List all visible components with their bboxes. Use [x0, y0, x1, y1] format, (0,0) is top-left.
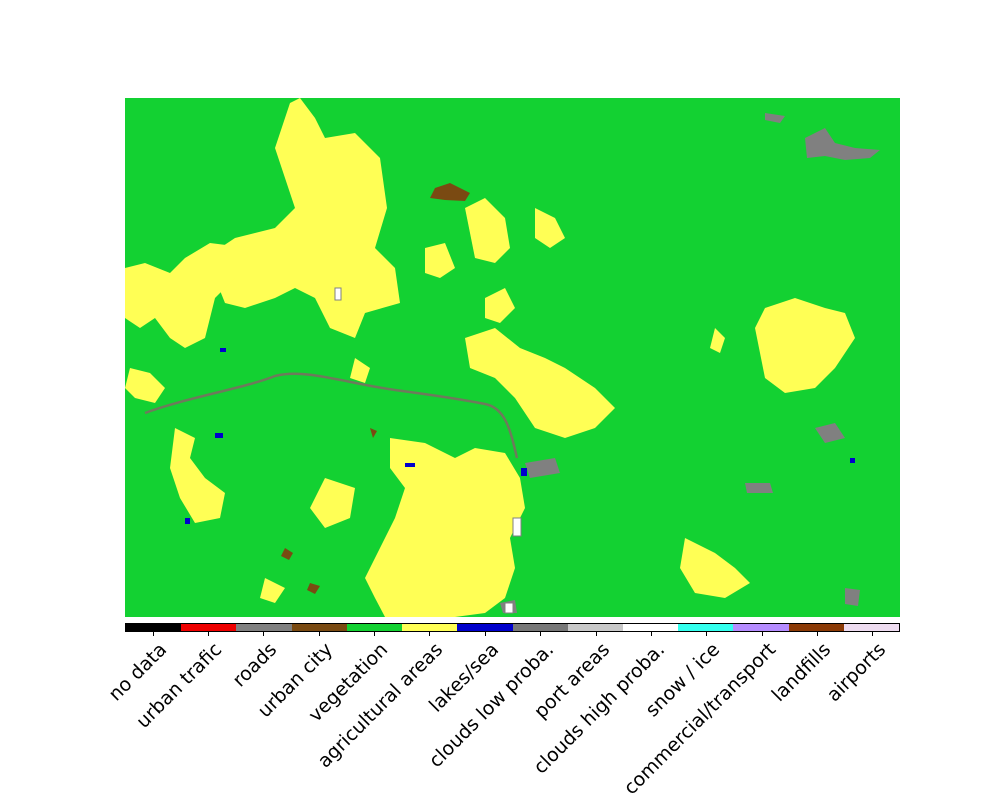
legend-tick: [596, 632, 597, 636]
legend-swatch: [181, 624, 237, 631]
legend-swatch: [733, 624, 789, 631]
legend-tick: [208, 632, 209, 636]
legend-tick: [319, 632, 320, 636]
white-patches: [334, 287, 522, 614]
legend-swatch: [512, 624, 568, 631]
legend-swatch: [236, 624, 292, 631]
legend-tick: [706, 632, 707, 636]
legend-swatch: [678, 624, 734, 631]
legend-tick: [762, 632, 763, 636]
legend-swatch: [457, 624, 513, 631]
legend-label: airports: [822, 638, 891, 707]
legend-swatch: [843, 624, 900, 631]
legend-swatch: [291, 624, 347, 631]
legend-tick: [817, 632, 818, 636]
legend-colorbar: [125, 623, 900, 632]
legend-tick: [485, 632, 486, 636]
legend-swatch: [788, 624, 844, 631]
legend-label: roads: [228, 638, 282, 692]
legend-tick: [374, 632, 375, 636]
land-cover-raster: [125, 98, 900, 617]
legend-swatch: [346, 624, 403, 631]
legend-swatch: [622, 624, 679, 631]
legend-swatch: [567, 624, 623, 631]
legend-tick: [540, 632, 541, 636]
urban-city-patches: [281, 183, 470, 594]
agricultural-areas-regions: [125, 98, 855, 617]
road-line: [144, 372, 519, 459]
gray-patches: [500, 113, 880, 613]
land-cover-map: [125, 98, 900, 617]
legend-tick: [263, 632, 264, 636]
legend-tick: [153, 632, 154, 636]
legend-tick: [651, 632, 652, 636]
legend-swatch: [126, 624, 182, 631]
legend-swatch: [402, 624, 458, 631]
lakes-sea-patches: [185, 348, 855, 524]
legend-tick: [429, 632, 430, 636]
legend-label: landfills: [767, 638, 836, 707]
legend-tick: [872, 632, 873, 636]
